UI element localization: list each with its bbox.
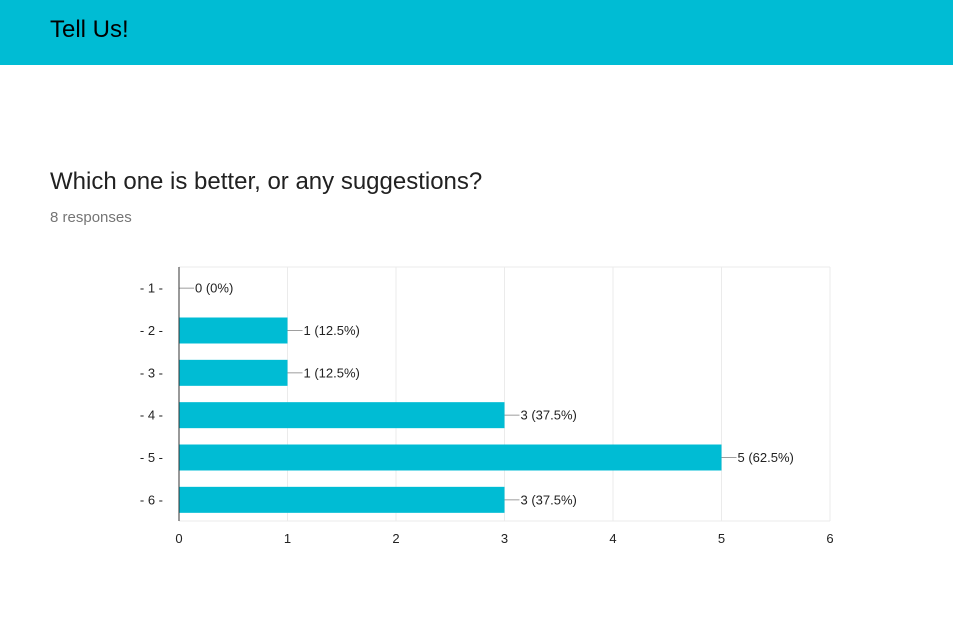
bar — [179, 444, 722, 471]
response-count: 8 responses — [50, 209, 132, 226]
category-label: - 3 - — [140, 365, 163, 380]
data-label: 3 (37.5%) — [521, 492, 577, 507]
category-label: - 4 - — [140, 408, 163, 423]
data-label: 1 (12.5%) — [304, 365, 360, 380]
x-tick-label: 6 — [826, 531, 833, 546]
bar — [179, 486, 505, 513]
category-label: - 1 - — [140, 281, 163, 296]
bar — [179, 402, 505, 429]
header-bar: Tell Us! — [0, 0, 953, 65]
bar — [179, 317, 288, 344]
bar — [179, 359, 288, 386]
category-label: - 6 - — [140, 492, 163, 507]
data-label: 3 (37.5%) — [521, 408, 577, 423]
category-label: - 5 - — [140, 450, 163, 465]
x-tick-label: 3 — [501, 531, 508, 546]
x-tick-label: 2 — [392, 531, 399, 546]
x-tick-label: 0 — [175, 531, 182, 546]
x-tick-label: 5 — [718, 531, 725, 546]
form-title: Tell Us! — [50, 16, 129, 43]
category-label: - 2 - — [140, 323, 163, 338]
bar-chart: - 1 - 0 (0%) - 2 - 1 (12.5%) - 3 - 1 (12.5%) -… — [140, 266, 834, 546]
data-label: 1 (12.5%) — [304, 323, 360, 338]
data-label: 0 (0%) — [195, 281, 233, 296]
question-title: Which one is better, or any suggestions? — [50, 168, 483, 195]
x-tick-label: 1 — [284, 531, 291, 546]
data-label: 5 (62.5%) — [738, 450, 794, 465]
x-tick-label: 4 — [609, 531, 616, 546]
